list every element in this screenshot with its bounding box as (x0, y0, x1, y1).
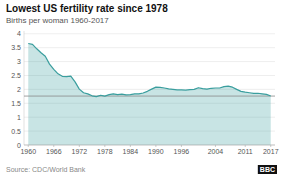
x-tick-label: 1990 (148, 148, 164, 155)
x-tick (28, 145, 29, 147)
y-tick-label: 1 (17, 114, 21, 121)
x-axis-line (24, 145, 275, 146)
x-tick-label: 2004 (208, 148, 224, 155)
source: Source: CDC/World Bank (6, 166, 86, 173)
grid (24, 34, 275, 145)
y-tick-label: 2.5 (11, 72, 21, 79)
x-tick-label: 1984 (123, 148, 139, 155)
x-tick-label: 2017 (263, 148, 279, 155)
x-tick (245, 145, 246, 147)
plot-area (24, 44, 275, 145)
grid-line (24, 61, 275, 62)
x-tick-label: 2011 (238, 148, 253, 155)
y-tick-label: 1.5 (11, 100, 21, 107)
x-tick (79, 145, 80, 147)
area-fill (28, 44, 271, 145)
reference-line (24, 96, 275, 97)
logo-text: BBC (260, 166, 275, 173)
x-tick-label: 1960 (20, 148, 36, 155)
x-tick (181, 145, 182, 147)
grid-line (24, 47, 275, 48)
x-tick-label: 1972 (72, 148, 88, 155)
x-tick-label: 1978 (97, 148, 113, 155)
x-tick-label: 1966 (46, 148, 62, 155)
subtitle: Births per woman 1960-2017 (6, 16, 109, 25)
y-axis-line (24, 31, 25, 145)
x-tick (270, 145, 271, 147)
grid-line (24, 33, 275, 34)
y-tick-label: 2 (17, 86, 21, 93)
x-tick (130, 145, 131, 147)
x-tick (53, 145, 54, 147)
x-tick (155, 145, 156, 147)
logo-box (258, 165, 277, 174)
y-tick-label: 3.5 (11, 44, 21, 51)
x-tick (104, 145, 105, 147)
chart: Lowest US fertility rate since 1978 Birth… (0, 0, 283, 178)
title: Lowest US fertility rate since 1978 (6, 3, 168, 14)
y-tick-label: 3 (17, 58, 21, 65)
series-line (28, 44, 271, 97)
y-tick-label: 4 (17, 30, 21, 37)
y-tick-label: 0.5 (11, 128, 21, 135)
x-tick (215, 145, 216, 147)
x-tick-label: 1996 (174, 148, 190, 155)
